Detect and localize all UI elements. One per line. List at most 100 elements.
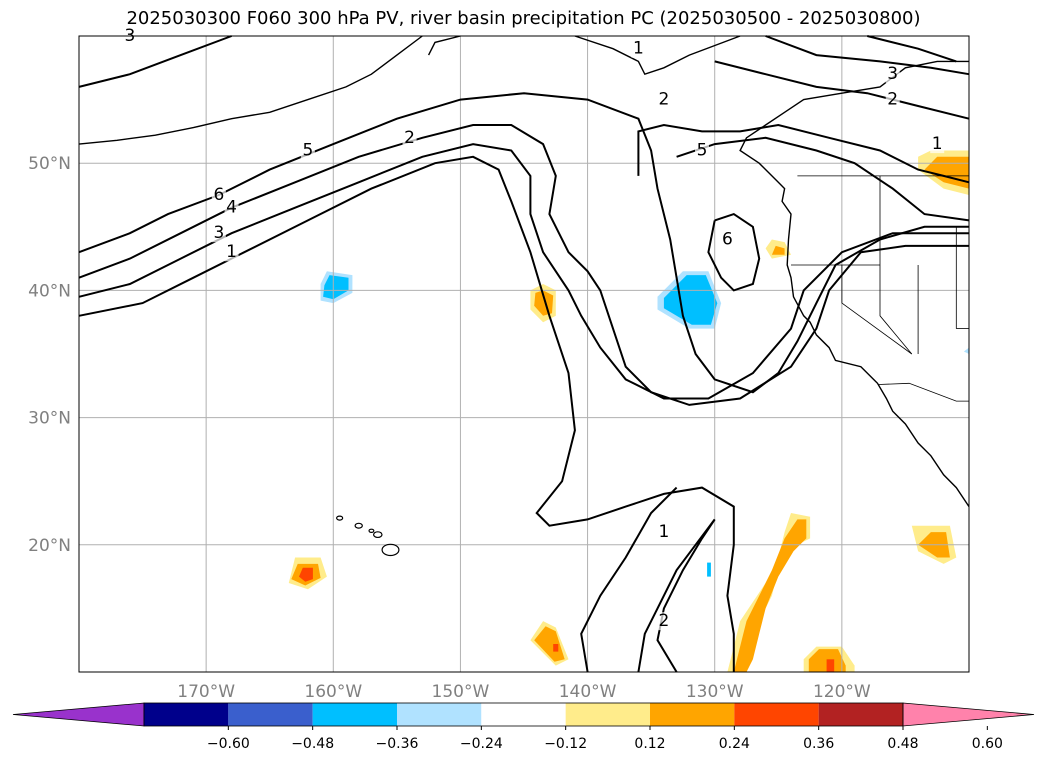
precip-area-23: [707, 562, 711, 577]
contour-label-14: 2: [658, 611, 669, 631]
hawaii-island-0: [381, 543, 400, 557]
coastline-0: [739, 60, 970, 507]
precip-area-12: [534, 626, 565, 662]
lon-label-0: 170°W: [177, 682, 235, 702]
lon-label-1: 160°W: [304, 682, 362, 702]
pv-contour-11: [867, 35, 957, 63]
pv-contours: [78, 35, 970, 673]
contour-label-12: 1: [932, 134, 943, 154]
colorbar-swatch-4: [481, 703, 566, 726]
pv-contour-9: [714, 60, 970, 120]
contour-label-11: 2: [887, 90, 898, 110]
colorbar-swatch-6: [650, 703, 735, 726]
hawaii-island-1: [372, 531, 383, 539]
hawaii-island-2: [368, 528, 375, 534]
colorbar-tick-label-9: 0.60: [972, 736, 1003, 752]
pv-contour-3: [78, 155, 735, 672]
colorbar-tick-label-0: −0.60: [207, 736, 250, 752]
contour-label-10: 3: [887, 64, 898, 84]
colorbar-swatch-7: [734, 703, 819, 726]
coastline-1: [574, 35, 741, 76]
colorbar-swatch-0: [144, 703, 229, 726]
colorbar-swatch-1: [228, 703, 313, 726]
contour-label-bg-13: [656, 523, 671, 542]
lat-label-2: 30°N: [28, 409, 71, 429]
contour-label-0: 6: [213, 185, 224, 205]
contour-label-3: 1: [226, 242, 237, 262]
lon-label-5: 120°W: [813, 682, 871, 702]
contour-label-bg-8: [695, 141, 709, 160]
hawaii-island-3: [354, 522, 363, 529]
coastlines: [78, 35, 970, 557]
colorbar-tick-label-6: 0.24: [719, 736, 750, 752]
contour-label-bg-2: [211, 224, 226, 243]
colorbar-extend-high: [902, 702, 1035, 727]
contour-label-5: 2: [404, 128, 415, 148]
lon-label-2: 150°W: [432, 682, 490, 702]
contour-label-bg-7: [656, 90, 671, 109]
contour-label-1: 4: [226, 198, 237, 218]
contour-label-6: 1: [633, 39, 644, 59]
lat-label-3: 20°N: [28, 536, 71, 556]
contour-label-9: 6: [722, 230, 733, 250]
colorbar-tick-labels: −0.60 −0.48 −0.36 −0.24 −0.12 0.12 0.24 0.36 0.4…: [207, 726, 1003, 752]
pv-contour-12: [78, 35, 232, 88]
pv-contour-6: [707, 212, 761, 292]
colorbar-tick-label-3: −0.24: [460, 736, 503, 752]
colorbar-tick-label-7: 0.36: [803, 736, 834, 752]
coastline-3: [427, 35, 461, 56]
precip-area-15: [733, 519, 807, 672]
contour-label-bg-5: [402, 128, 417, 147]
longitude-labels: 170°W 160°W 150°W 140°W 130°W 120°W: [177, 682, 871, 702]
contour-label-13: 1: [658, 522, 669, 542]
contour-label-bg-1: [224, 198, 239, 217]
colorbar-swatch-5: [565, 703, 650, 726]
precip-area-10: [299, 567, 313, 582]
lat-label-0: 50°N: [28, 154, 71, 174]
contour-label-4: 5: [302, 140, 313, 160]
contour-label-2: 3: [213, 223, 224, 243]
precip-area-3: [924, 156, 969, 189]
contour-label-bg-14: [656, 612, 671, 631]
pv-contour-10: [765, 35, 970, 76]
map-title: 2025030300 F060 300 hPa PV, river basin …: [126, 8, 921, 29]
colorbar-tick-label-2: −0.36: [376, 736, 419, 752]
lon-label-4: 130°W: [686, 682, 744, 702]
coastline-2: [78, 35, 423, 145]
contour-label-bg-3: [224, 243, 239, 262]
contour-label-bg-11: [885, 90, 900, 109]
contour-label-7: 2: [658, 90, 669, 110]
precip-area-5: [771, 245, 785, 255]
precip-area-18: [826, 659, 835, 672]
contour-label-bg-10: [885, 65, 900, 84]
pv-contour-8: [580, 486, 678, 673]
contour-label-bg-0: [211, 186, 226, 204]
colorbar-tick-label-1: −0.48: [291, 736, 334, 752]
precip-area-20: [323, 275, 349, 300]
lon-label-3: 140°W: [559, 682, 617, 702]
precip-area-24: [963, 347, 969, 354]
pv-contour-4: [637, 123, 970, 184]
latitude-labels: 50°N 40°N 30°N 20°N: [28, 154, 71, 556]
colorbar-extend-low: [12, 702, 145, 727]
colorbar-swatch-3: [397, 703, 482, 726]
map-frame: [78, 35, 970, 673]
pv-contour-0: [78, 92, 969, 394]
pv-contour-2: [78, 143, 969, 400]
border-2: [879, 265, 913, 355]
contour-label-bg-6: [631, 39, 646, 58]
colorbar-tick-label-5: 0.12: [634, 736, 665, 752]
colorbar: [12, 702, 1035, 727]
hawaii-island-4: [336, 515, 344, 521]
contour-label-8: 5: [697, 140, 708, 160]
colorbar-swatch-2: [312, 703, 397, 726]
graticule: [79, 36, 969, 672]
border-4: [878, 382, 969, 402]
precipitation-shading: [288, 150, 969, 672]
colorbar-outline: [143, 702, 904, 727]
colorbar-tick-label-4: −0.12: [544, 736, 587, 752]
pv-contour-7: [637, 518, 716, 673]
pv-contour-1: [78, 124, 969, 406]
